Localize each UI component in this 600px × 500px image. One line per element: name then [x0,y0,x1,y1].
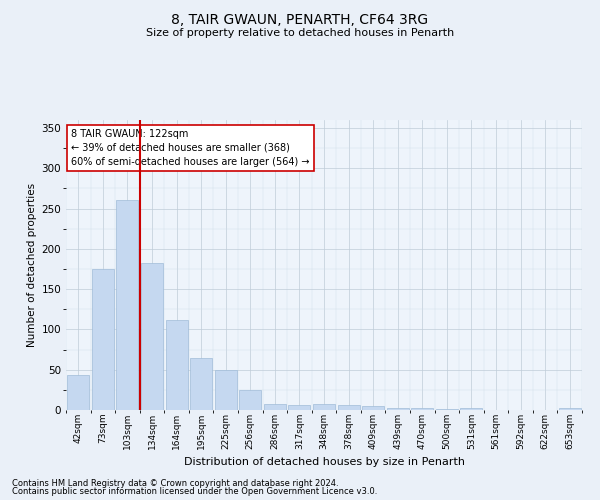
Text: Size of property relative to detached houses in Penarth: Size of property relative to detached ho… [146,28,454,38]
Bar [166,320,188,410]
Bar [289,405,310,410]
Bar [190,358,212,410]
Bar [239,390,262,410]
X-axis label: Distribution of detached houses by size in Penarth: Distribution of detached houses by size … [184,458,464,468]
Bar [362,406,384,410]
Bar [141,262,163,410]
Text: Contains HM Land Registry data © Crown copyright and database right 2024.: Contains HM Land Registry data © Crown c… [12,478,338,488]
Bar [116,200,139,410]
Bar [386,408,409,410]
Bar [92,269,114,410]
Text: 8 TAIR GWAUN: 122sqm
← 39% of detached houses are smaller (368)
60% of semi-deta: 8 TAIR GWAUN: 122sqm ← 39% of detached h… [71,128,310,166]
Bar [313,404,335,410]
Bar [411,408,433,410]
Bar [264,404,286,410]
Bar [559,408,581,410]
Y-axis label: Number of detached properties: Number of detached properties [27,183,37,347]
Text: 8, TAIR GWAUN, PENARTH, CF64 3RG: 8, TAIR GWAUN, PENARTH, CF64 3RG [172,12,428,26]
Text: Contains public sector information licensed under the Open Government Licence v3: Contains public sector information licen… [12,487,377,496]
Bar [215,370,237,410]
Bar [338,405,359,410]
Bar [67,374,89,410]
Bar [460,408,482,410]
Bar [436,409,458,410]
